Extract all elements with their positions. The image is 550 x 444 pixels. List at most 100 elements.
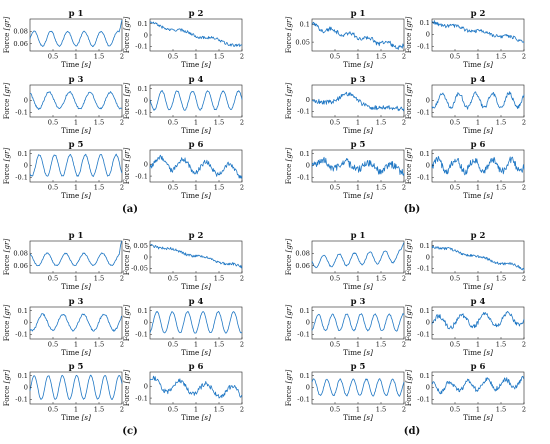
- y-axis-label: Force [gr]: [2, 370, 11, 407]
- x-tick-label: 1.5: [214, 119, 225, 127]
- y-tick-label: 0: [24, 97, 28, 105]
- series-line: [311, 91, 405, 112]
- subplot-p1: p 1 0.5 1 1.5 2 0.06 0.08 Time [s] Force [gr]: [2, 9, 124, 69]
- plot-area: [149, 306, 243, 340]
- x-tick-label: 1.5: [94, 53, 105, 61]
- y-axis-label: Force [gr]: [2, 148, 11, 185]
- y-tick-label: 0: [306, 319, 310, 327]
- subplot-title: p 3: [69, 75, 84, 85]
- x-tick-label: 0.5: [330, 53, 341, 61]
- y-tick-label: 0: [24, 319, 28, 327]
- y-axis-label: Force [gr]: [122, 83, 131, 120]
- subplot-title: p 6: [471, 140, 486, 150]
- y-axis-label: Force [gr]: [122, 17, 131, 54]
- y-tick-label: 0: [24, 162, 28, 170]
- y-tick-label: 0: [306, 384, 310, 392]
- x-tick-label: 0.5: [330, 184, 341, 192]
- plot-area: [149, 18, 243, 52]
- subplot-title: p 4: [471, 75, 486, 85]
- x-tick-label: 0.5: [48, 119, 59, 127]
- series-line: [29, 313, 123, 332]
- y-tick-label: -0.1: [15, 174, 28, 182]
- y-tick-label: 0.1: [300, 21, 311, 29]
- x-tick-label: 2: [120, 53, 124, 61]
- y-tick-label: 0.1: [300, 150, 311, 158]
- x-axis-label: Time [s]: [181, 191, 211, 200]
- series-line: [311, 378, 405, 397]
- plot-area: [311, 149, 405, 183]
- y-tick-label: 0.05: [133, 242, 148, 250]
- x-tick-label: 1.5: [94, 184, 105, 192]
- subplot-p2: p 2 0.5 1 1.5 2 -0.1 0 0.1 Time [s] Force [gr]: [404, 231, 526, 291]
- x-tick-label: 0.5: [168, 184, 179, 192]
- y-axis-label: Force [gr]: [284, 370, 293, 407]
- x-tick-label: 1.5: [376, 119, 387, 127]
- series-line: [149, 21, 243, 47]
- x-tick-label: 0.5: [48, 406, 59, 414]
- y-axis-label: Force [gr]: [404, 148, 413, 185]
- x-tick-label: 2: [402, 119, 406, 127]
- series-line: [149, 375, 243, 399]
- x-tick-label: 1: [356, 406, 360, 414]
- y-tick-label: -0.1: [15, 396, 28, 404]
- y-axis-label: Force [gr]: [404, 17, 413, 54]
- x-axis-label: Time [s]: [181, 282, 211, 291]
- x-tick-label: 2: [120, 119, 124, 127]
- x-tick-label: 2: [240, 406, 244, 414]
- x-tick-label: 0.5: [330, 119, 341, 127]
- x-tick-label: 1.5: [214, 53, 225, 61]
- y-tick-label: 0.06: [295, 262, 310, 270]
- subplot-title: p 1: [351, 231, 366, 241]
- y-tick-label: 0.05: [295, 38, 310, 46]
- subplot-p3: p 3 0.5 1 1.5 2 -0.1 0 Time [s] Force [gr]: [2, 75, 124, 135]
- x-tick-label: 1: [476, 119, 480, 127]
- x-tick-label: 0.5: [330, 406, 341, 414]
- x-tick-label: 1: [356, 184, 360, 192]
- x-tick-label: 1: [74, 184, 78, 192]
- x-tick-label: 1.5: [214, 184, 225, 192]
- subplot-title: p 2: [471, 9, 486, 19]
- subplot-title: p 2: [189, 9, 204, 19]
- plot-area: [149, 240, 243, 274]
- x-tick-label: 1: [194, 119, 198, 127]
- x-tick-label: 1.5: [94, 275, 105, 283]
- y-tick-label: -0.1: [15, 331, 28, 339]
- x-tick-label: 2: [240, 275, 244, 283]
- x-tick-label: 1: [74, 341, 78, 349]
- x-axis-label: Time [s]: [463, 60, 493, 69]
- x-tick-label: 1.5: [376, 341, 387, 349]
- y-tick-label: 0: [426, 319, 430, 327]
- subplot-p4: p 4 0.5 1 1.5 2 -0.1 0 0.1 Time [s] Force [gr]: [404, 297, 526, 357]
- x-tick-label: 1.5: [496, 119, 507, 127]
- y-tick-label: -0.1: [135, 109, 148, 117]
- subplot-p2: p 2 0.5 1 1.5 2 -0.05 0 0.05 Time [s] Force [gr]: [122, 231, 244, 291]
- x-tick-label: 2: [240, 119, 244, 127]
- subplot-title: p 3: [351, 75, 366, 85]
- x-axis-label: Time [s]: [181, 348, 211, 357]
- y-tick-label: 0.1: [138, 307, 149, 315]
- y-tick-label: 0.1: [420, 307, 431, 315]
- series-line: [311, 21, 405, 50]
- series-line: [431, 375, 525, 395]
- x-tick-label: 2: [402, 275, 406, 283]
- subplot-p3: p 3 0.5 1 1.5 2 -0.1 0 0.1 Time [s] Force [gr]: [284, 297, 406, 357]
- x-tick-label: 1: [476, 275, 480, 283]
- x-tick-label: 1: [74, 53, 78, 61]
- y-tick-label: 0: [426, 97, 430, 105]
- y-axis-label: Force [gr]: [284, 17, 293, 54]
- x-tick-label: 1: [194, 406, 198, 414]
- plot-area: [431, 240, 525, 274]
- series-line: [311, 156, 405, 176]
- y-tick-label: 0.1: [420, 150, 431, 158]
- x-axis-label: Time [s]: [463, 282, 493, 291]
- plot-area: [29, 149, 123, 183]
- x-tick-label: 1: [194, 341, 198, 349]
- x-axis-label: Time [s]: [181, 60, 211, 69]
- x-tick-label: 1: [476, 53, 480, 61]
- series-line: [149, 244, 243, 269]
- x-axis-label: Time [s]: [343, 282, 373, 291]
- x-tick-label: 1.5: [496, 275, 507, 283]
- y-tick-label: -0.1: [417, 109, 430, 117]
- y-axis-label: Force [gr]: [2, 305, 11, 342]
- x-axis-label: Time [s]: [61, 60, 91, 69]
